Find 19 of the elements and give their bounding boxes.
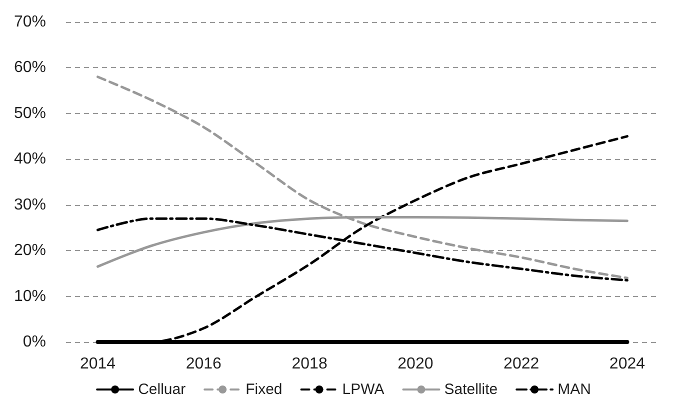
x-tick-label: 2014 bbox=[80, 356, 116, 372]
y-tick-label: 40% bbox=[14, 150, 46, 168]
y-tick-label: 60% bbox=[14, 59, 46, 76]
x-tick-label: 2018 bbox=[292, 356, 328, 372]
legend-label: Fixed bbox=[246, 381, 282, 398]
x-tick-label: 2024 bbox=[609, 356, 646, 372]
x-tick-label: 2022 bbox=[504, 356, 540, 372]
legend-label: MAN bbox=[558, 381, 591, 398]
legend-label: Celluar bbox=[138, 381, 186, 398]
y-tick-label: 30% bbox=[14, 196, 46, 214]
y-tick-label: 50% bbox=[14, 104, 46, 122]
y-tick-label: 10% bbox=[14, 288, 46, 305]
x-tick-label: 2020 bbox=[398, 356, 434, 372]
legend-label: LPWA bbox=[342, 381, 384, 398]
y-tick-label: 20% bbox=[14, 242, 46, 260]
y-tick-label: 0% bbox=[22, 334, 46, 350]
x-tick-label: 2016 bbox=[186, 356, 222, 372]
legend-label: Satellite bbox=[444, 381, 498, 398]
y-tick-label: 70% bbox=[14, 14, 46, 30]
